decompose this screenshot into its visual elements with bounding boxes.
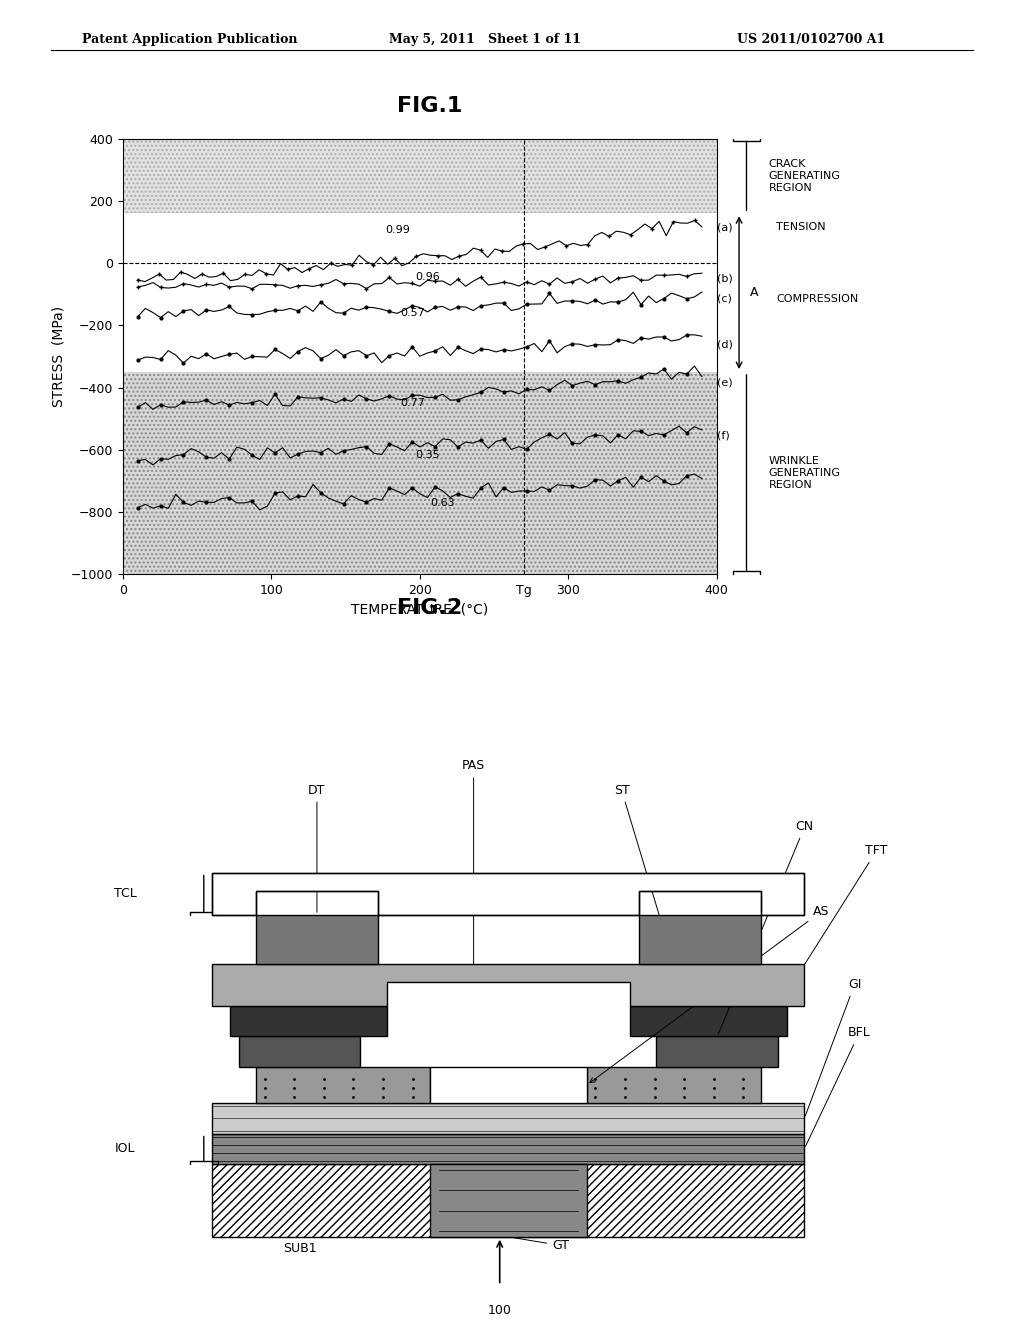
Text: 0.99: 0.99 bbox=[385, 226, 410, 235]
Text: TENSION: TENSION bbox=[776, 222, 825, 232]
Text: TCL: TCL bbox=[114, 887, 137, 900]
Text: (d): (d) bbox=[717, 339, 733, 348]
Text: GT: GT bbox=[511, 1237, 569, 1251]
Bar bbox=[213, 1164, 805, 1237]
Text: AS: AS bbox=[590, 906, 829, 1082]
Bar bbox=[256, 1067, 430, 1104]
Bar bbox=[656, 1036, 778, 1067]
Bar bbox=[213, 1164, 805, 1237]
Text: A: A bbox=[750, 286, 758, 300]
Text: BFL: BFL bbox=[806, 1027, 870, 1146]
Bar bbox=[213, 1104, 805, 1134]
Text: Patent Application Publication: Patent Application Publication bbox=[82, 33, 297, 46]
Text: Tg: Tg bbox=[516, 583, 531, 597]
Text: FIG.2: FIG.2 bbox=[397, 598, 463, 618]
Text: 0.57: 0.57 bbox=[400, 308, 425, 318]
Polygon shape bbox=[213, 873, 805, 915]
Bar bbox=[639, 915, 761, 964]
Text: 0.63: 0.63 bbox=[430, 498, 455, 508]
Text: (f): (f) bbox=[717, 430, 729, 441]
Text: 0.77: 0.77 bbox=[400, 399, 425, 408]
Text: 0.96: 0.96 bbox=[415, 272, 439, 282]
Text: TFT: TFT bbox=[780, 845, 888, 1003]
Text: ST: ST bbox=[613, 784, 673, 961]
X-axis label: TEMPERATURE  (°C): TEMPERATURE (°C) bbox=[351, 602, 488, 616]
Text: (c): (c) bbox=[717, 294, 732, 304]
Text: FIG.1: FIG.1 bbox=[397, 96, 463, 116]
Bar bbox=[256, 915, 378, 964]
Text: (e): (e) bbox=[717, 378, 732, 388]
Y-axis label: STRESS  (MPa): STRESS (MPa) bbox=[51, 306, 66, 407]
Bar bbox=[230, 1006, 387, 1036]
Text: 100: 100 bbox=[487, 1304, 512, 1316]
Text: SUB1: SUB1 bbox=[283, 1242, 316, 1255]
Bar bbox=[631, 1006, 787, 1036]
Text: (b): (b) bbox=[717, 273, 732, 282]
Bar bbox=[430, 1067, 587, 1104]
Bar bbox=[213, 1134, 805, 1164]
Text: (a): (a) bbox=[717, 222, 732, 232]
Bar bbox=[123, 139, 717, 214]
Bar bbox=[430, 1164, 587, 1237]
Text: DT: DT bbox=[308, 784, 326, 912]
Polygon shape bbox=[213, 964, 805, 1006]
Text: GI: GI bbox=[805, 978, 861, 1115]
Text: CN: CN bbox=[719, 820, 814, 1034]
Bar bbox=[123, 372, 717, 574]
Text: May 5, 2011   Sheet 1 of 11: May 5, 2011 Sheet 1 of 11 bbox=[389, 33, 582, 46]
Bar bbox=[123, 139, 717, 214]
Text: PAS: PAS bbox=[462, 759, 485, 979]
Text: COMPRESSION: COMPRESSION bbox=[776, 294, 858, 304]
Text: WRINKLE
GENERATING
REGION: WRINKLE GENERATING REGION bbox=[769, 457, 841, 490]
Bar bbox=[587, 1067, 761, 1104]
Text: CRACK
GENERATING
REGION: CRACK GENERATING REGION bbox=[769, 160, 841, 193]
Bar bbox=[123, 372, 717, 574]
Text: 0.35: 0.35 bbox=[415, 450, 439, 459]
Bar bbox=[239, 1036, 360, 1067]
Text: IOL: IOL bbox=[115, 1142, 136, 1155]
Text: US 2011/0102700 A1: US 2011/0102700 A1 bbox=[737, 33, 886, 46]
